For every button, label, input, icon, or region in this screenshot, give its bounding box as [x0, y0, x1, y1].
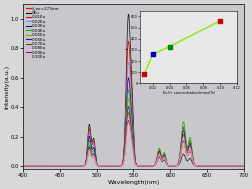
Legend: λ_ex=373nm, 0Eu, 0.01Eu, 0.02Eu, 0.03Eu, 0.04Eu, 0.05Eu, 0.06Eu, 0.07Eu, 0.08Eu,: λ_ex=373nm, 0Eu, 0.01Eu, 0.02Eu, 0.03Eu,…: [25, 6, 60, 60]
X-axis label: Wavelength(nm): Wavelength(nm): [107, 180, 159, 185]
Y-axis label: Intensity(a.u.): Intensity(a.u.): [4, 65, 9, 109]
